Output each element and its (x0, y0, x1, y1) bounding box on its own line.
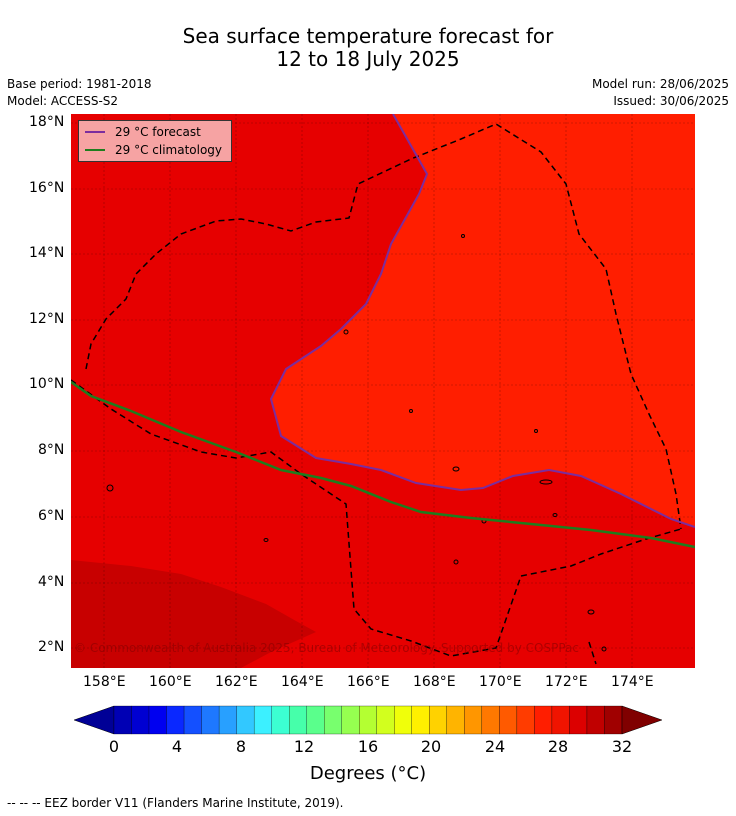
forecast-contour (269, 114, 695, 528)
colorbar-tick: 12 (293, 737, 315, 756)
colorbar-segment (411, 705, 430, 735)
model-run: Model run: 28/06/2025 (591, 77, 729, 91)
colorbar-tick: 20 (420, 737, 442, 756)
colorbar-tick: 0 (108, 737, 120, 756)
legend-climatology-label: 29 °C climatology (115, 143, 223, 157)
lon-label: 160°E (149, 674, 192, 690)
climatology-swatch (85, 149, 105, 151)
colorbar-segment (429, 705, 447, 735)
colorbar-segment (289, 705, 307, 735)
legend-forecast: 29 °C forecast (85, 123, 201, 141)
islands (106, 234, 607, 652)
lat-label: 14°N (29, 245, 65, 261)
lat-label: 10°N (29, 376, 65, 392)
colorbar-segment (551, 705, 570, 735)
grid-lines (71, 114, 695, 668)
forecast-swatch (85, 131, 105, 133)
colorbar-tick: 16 (357, 737, 379, 756)
legend-climatology: 29 °C climatology (85, 141, 222, 159)
colorbar-tick: 8 (235, 737, 247, 756)
model-name: Model: ACCESS-S2 (7, 94, 119, 108)
colorbar-segment (324, 705, 342, 735)
colorbar-segment (359, 705, 377, 735)
colorbar-segment (394, 705, 412, 735)
colorbar-segment (604, 705, 623, 735)
lon-label: 168°E (413, 674, 456, 690)
lat-label: 18°N (29, 114, 65, 130)
cool-region (71, 560, 316, 668)
colorbar-segment (271, 705, 290, 735)
climatology-contour (71, 380, 695, 549)
colorbar-segment (586, 705, 605, 735)
eez-border (71, 123, 682, 665)
title-line-2: 12 to 18 July 2025 (276, 47, 460, 71)
lon-label: 170°E (479, 674, 522, 690)
eez-footnote: -- -- -- EEZ border V11 (Flanders Marine… (7, 796, 344, 810)
colorbar-segment (306, 705, 325, 735)
colorbar-tick: 24 (484, 737, 506, 756)
lat-label: 8°N (38, 442, 65, 458)
colorbar-segment (218, 705, 237, 735)
lat-label: 16°N (29, 180, 65, 196)
colorbar-segment (131, 705, 150, 735)
title-line-1: Sea surface temperature forecast for (182, 24, 554, 48)
warm-region (271, 114, 695, 527)
lon-label: 164°E (281, 674, 324, 690)
lat-label: 12°N (29, 311, 65, 327)
colorbar-arrow-low (74, 705, 115, 735)
colorbar-segment (201, 705, 220, 735)
colorbar-segment (113, 705, 132, 735)
sst-map (71, 114, 695, 668)
colorbar-segment (236, 705, 255, 735)
colorbar-segment (569, 705, 588, 735)
colorbar-segment (341, 705, 360, 735)
lon-label: 158°E (83, 674, 126, 690)
colorbar-segment (376, 705, 395, 735)
colorbar-segment (166, 705, 185, 735)
lat-label: 4°N (38, 574, 65, 590)
colorbar-arrow-high (621, 705, 663, 735)
colorbar-segment (253, 705, 272, 735)
colorbar-segment (481, 705, 500, 735)
colorbar-segment (534, 705, 553, 735)
colorbar-segment (148, 705, 167, 735)
lon-label: 172°E (545, 674, 588, 690)
colorbar-segment (464, 705, 483, 735)
base-period: Base period: 1981-2018 (7, 77, 152, 91)
lat-label: 6°N (38, 508, 65, 524)
issued-date: Issued: 30/06/2025 (613, 94, 729, 108)
lon-label: 162°E (215, 674, 258, 690)
colorbar-segment (516, 705, 535, 735)
colorbar-tick: 28 (547, 737, 569, 756)
colorbar (74, 705, 663, 735)
copyright-watermark: © Commonwealth of Australia 2025, Bureau… (74, 641, 579, 655)
lon-label: 166°E (347, 674, 390, 690)
colorbar-segment (499, 705, 518, 735)
colorbar-tick: 4 (171, 737, 183, 756)
colorbar-title: Degrees (°C) (309, 763, 427, 784)
lon-label: 174°E (611, 674, 654, 690)
colorbar-segment (446, 705, 465, 735)
colorbar-tick: 32 (611, 737, 633, 756)
colorbar-segment (183, 705, 202, 735)
lat-label: 2°N (38, 639, 65, 655)
map-legend: 29 °C forecast 29 °C climatology (78, 120, 232, 162)
legend-forecast-label: 29 °C forecast (115, 125, 201, 139)
